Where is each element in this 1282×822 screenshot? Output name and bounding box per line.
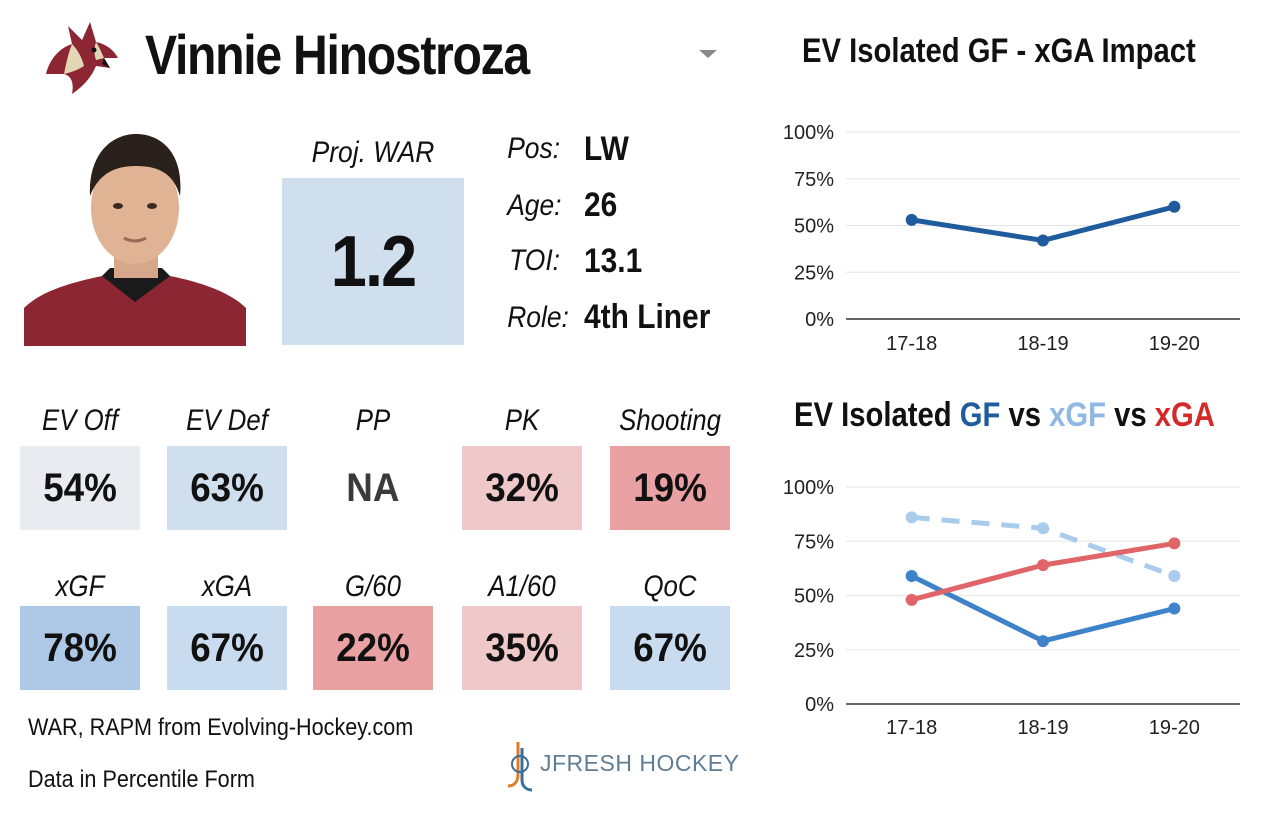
tile-value-shooting: 19%	[633, 465, 707, 510]
chart2-title-gf: GF	[959, 396, 1001, 434]
brand-name: JFRESH HOCKEY	[540, 750, 740, 776]
tile-label-ev-def: EV Def	[186, 404, 268, 437]
tile-value-qoc: 67%	[633, 625, 707, 670]
y-tick-label: 100%	[783, 122, 834, 144]
tile-pk: 32%	[462, 446, 582, 530]
proj-war-value: 1.2	[330, 221, 417, 302]
tile-ev-off: 54%	[20, 446, 140, 530]
y-tick-label: 75%	[794, 531, 834, 553]
tile-label-a160: A1/60	[488, 570, 556, 603]
tile-xgf: 78%	[20, 606, 140, 690]
coyote-head-icon	[46, 22, 118, 94]
y-tick-label: 0%	[805, 309, 834, 331]
tile-value-pk: 32%	[485, 465, 559, 510]
y-tick-label: 25%	[794, 640, 834, 662]
y-tick-label: 75%	[794, 169, 834, 191]
info-value-pos: LW	[584, 130, 629, 168]
tile-label-shooting: Shooting	[619, 404, 721, 437]
proj-war-label: Proj. WAR	[311, 136, 435, 169]
source-credit: WAR, RAPM from Evolving-Hockey.com	[28, 714, 414, 741]
y-tick-label: 25%	[794, 262, 834, 284]
player-headshot-icon	[24, 126, 246, 346]
chart1-plot: 0% 25% 50% 75% 100% 17-18 18-19 19-20	[783, 122, 1240, 355]
x-tick-label: 18-19	[1017, 717, 1068, 739]
info-value-age: 26	[584, 186, 618, 224]
tile-a160: 35%	[462, 606, 582, 690]
x-tick-label: 19-20	[1149, 717, 1200, 739]
tile-label-ev-off: EV Off	[41, 404, 118, 437]
x-tick-label: 17-18	[886, 333, 937, 355]
y-tick-label: 50%	[794, 216, 834, 238]
chart2-title-part: vs	[1000, 396, 1050, 434]
percentile-note: Data in Percentile Form	[28, 766, 255, 793]
tile-label-g60: G/60	[345, 570, 401, 603]
tile-g60: 22%	[313, 606, 433, 690]
x-tick-label: 17-18	[886, 717, 937, 739]
data-point	[905, 511, 918, 524]
data-point	[905, 593, 918, 606]
player-name: Vinnie Hinostroza	[145, 23, 530, 86]
chart2-title-part: EV Isolated	[794, 396, 960, 434]
tile-value-xgf: 78%	[43, 625, 117, 670]
y-tick-label: 50%	[794, 586, 834, 608]
series-line	[910, 573, 1175, 644]
info-label-toi: TOI:	[509, 244, 560, 277]
tile-value-a160: 35%	[485, 625, 559, 670]
data-point	[905, 213, 918, 226]
data-point	[1168, 537, 1181, 550]
tile-ev-def: 63%	[167, 446, 287, 530]
info-label-age: Age:	[507, 189, 562, 222]
tile-value-ev-off: 54%	[43, 465, 117, 510]
info-label-pos: Pos:	[507, 132, 561, 165]
tile-label-pk: PK	[504, 404, 540, 437]
data-point	[1168, 602, 1181, 615]
info-value-role: 4th Liner	[584, 298, 711, 336]
data-point	[905, 569, 918, 582]
y-tick-label: 0%	[805, 694, 834, 716]
x-tick-label: 18-19	[1017, 333, 1068, 355]
chart2-plot: 0% 25% 50% 75% 100% 17-18 18-19 19-20	[783, 477, 1240, 739]
data-point	[1037, 522, 1049, 535]
data-point	[1037, 635, 1049, 648]
tile-value-xga: 67%	[190, 625, 264, 670]
tile-shooting: 19%	[610, 446, 730, 530]
data-point	[1037, 234, 1049, 247]
chart1-title: EV Isolated GF - xGA Impact	[802, 32, 1196, 70]
info-value-toi: 13.1	[584, 242, 643, 280]
tile-label-pp: PP	[355, 404, 391, 437]
tile-label-xgf: xGF	[55, 570, 105, 603]
series-line	[911, 540, 1175, 603]
tile-pp: NA	[313, 446, 433, 530]
proj-war-box: 1.2	[282, 178, 464, 345]
tile-xga: 67%	[167, 606, 287, 690]
chart2-title: EV Isolated GF vs xGF vs xGA	[794, 396, 1215, 435]
data-point	[1168, 200, 1181, 213]
tile-value-g60: 22%	[336, 625, 410, 670]
tile-value-pp: NA	[346, 465, 400, 510]
x-tick-label: 19-20	[1149, 333, 1200, 355]
tile-value-ev-def: 63%	[190, 465, 264, 510]
tile-qoc: 67%	[610, 606, 730, 690]
dropdown-arrow-icon[interactable]	[699, 50, 717, 58]
data-point	[1168, 569, 1181, 582]
tile-label-xga: xGA	[201, 570, 253, 603]
tile-label-qoc: QoC	[643, 570, 697, 603]
data-point	[1037, 559, 1049, 572]
chart2-title-xgf: xGF	[1049, 396, 1107, 434]
info-label-role: Role:	[507, 301, 569, 334]
chart2-title-xga: xGA	[1154, 396, 1215, 434]
y-tick-label: 100%	[783, 477, 834, 499]
chart2-title-part: vs	[1106, 396, 1155, 434]
jfresh-logo-icon	[507, 742, 533, 792]
